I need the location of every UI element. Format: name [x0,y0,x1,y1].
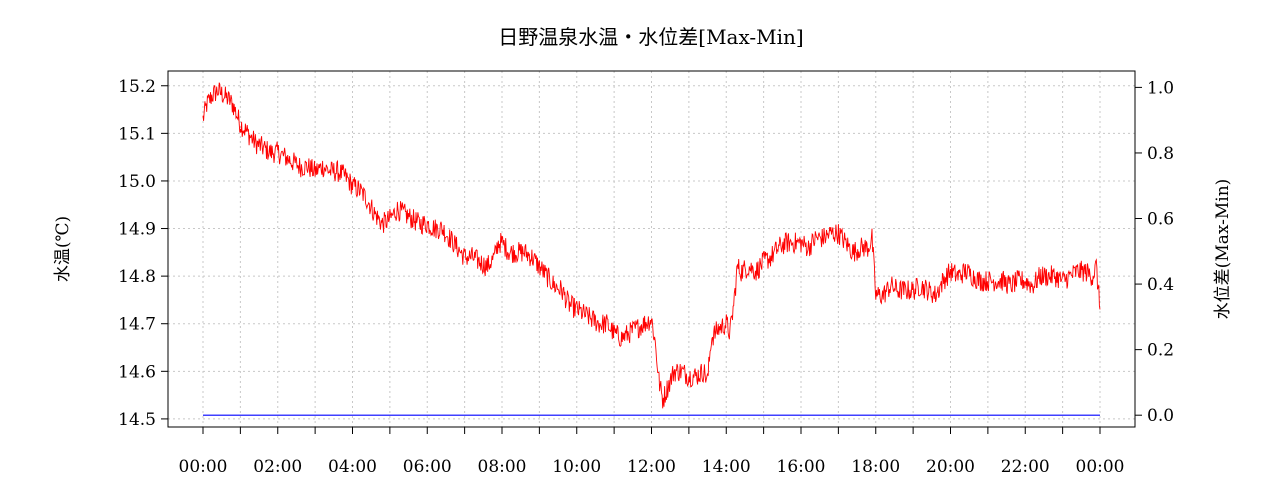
x-tick-label: 20:00 [926,457,975,477]
plot-area [167,70,1136,428]
x-tick-label: 18:00 [851,457,900,477]
y-tick-label: 14.6 [118,362,156,382]
x-tick-label: 00:00 [1076,457,1125,477]
water-temperature-series-line [202,82,1101,409]
x-tick-label: 06:00 [403,457,452,477]
y2-tick-label: 0.8 [1147,144,1174,164]
x-tick-label: 10:00 [552,457,601,477]
y-tick-label: 14.8 [118,267,156,287]
y-axis-label: 水温(℃) [53,216,73,282]
grid [168,71,1135,427]
y2-tick-label: 1.0 [1147,78,1174,98]
y2-axis-label: 水位差(Max-Min) [1213,179,1233,320]
y-tick-label: 15.2 [118,77,156,97]
y-axis-left: 14.5 14.6 14.7 14.8 14.9 15.0 15.1 15.2 [118,77,168,430]
y-axis-right: 0.0 0.2 0.4 0.6 0.8 1.0 [1135,78,1174,426]
y-tick-label: 15.1 [118,124,156,144]
series-layer [202,82,1101,416]
x-tick-label: 02:00 [253,457,302,477]
chart-title: 日野温泉水温・水位差[Max-Min] [498,25,803,49]
y2-tick-label: 0.6 [1147,210,1174,230]
x-axis: 00:00 02:00 04:00 06:00 08:00 10:00 12:00 14:00… [179,427,1125,477]
y-tick-label: 14.5 [118,410,156,430]
x-tick-label: 00:00 [179,457,228,477]
y2-tick-label: 0.2 [1147,341,1174,361]
y-tick-label: 14.7 [118,315,156,335]
y-tick-label: 14.9 [118,220,156,240]
y-tick-label: 15.0 [118,172,156,192]
x-tick-label: 16:00 [777,457,826,477]
x-tick-label: 14:00 [702,457,751,477]
y2-tick-label: 0.0 [1147,406,1174,426]
x-tick-label: 08:00 [478,457,527,477]
y2-tick-label: 0.4 [1147,275,1174,295]
x-tick-label: 04:00 [328,457,377,477]
x-tick-label: 22:00 [1001,457,1050,477]
x-tick-label: 12:00 [627,457,676,477]
